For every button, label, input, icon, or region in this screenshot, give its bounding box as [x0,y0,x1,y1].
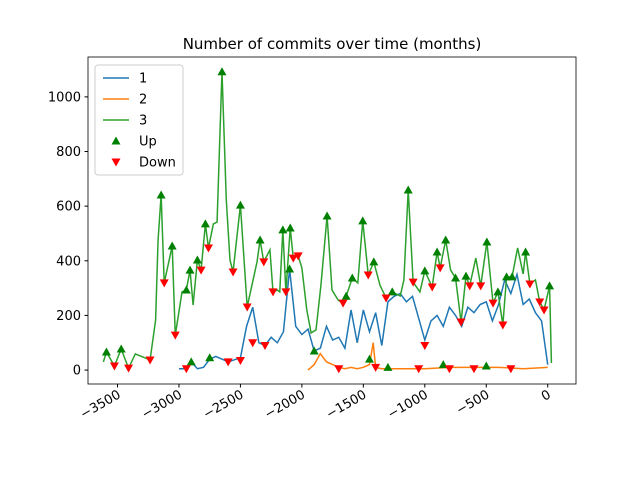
marker [124,364,134,373]
marker [156,190,166,199]
marker [427,283,437,292]
marker [535,298,545,307]
legend-label: 1 [139,72,147,87]
marker [205,353,215,362]
marker [369,257,379,266]
marker [101,347,111,356]
marker [420,266,430,275]
marker [507,272,517,281]
marker [521,247,531,256]
marker [403,185,413,194]
marker [364,354,374,363]
legend-marker [111,136,121,145]
marker [109,362,119,371]
legend-label: Down [139,156,176,171]
marker [285,223,295,232]
marker [435,264,445,273]
marker [432,247,442,256]
chart-title: Number of commits over time (months) [183,35,482,53]
marker [461,271,471,280]
marker [186,357,196,366]
marker [347,273,357,282]
marker [498,321,508,330]
marker [476,282,486,291]
marker [268,288,278,297]
marker [228,268,238,277]
plot-frame [87,56,577,385]
marker [185,265,195,274]
marker [278,225,288,234]
marker [217,67,227,76]
marker [255,235,265,244]
marker [482,237,492,246]
y-tick-label: 1000 [48,90,81,105]
marker [260,341,270,350]
y-tick-label: 400 [56,254,81,269]
marker [145,356,155,365]
marker [371,363,381,372]
y-tick-label: 200 [56,309,81,324]
marker [167,241,177,250]
marker [341,291,351,300]
series-line [307,342,548,371]
marker [465,282,475,291]
marker [223,358,233,367]
legend-label: 3 [139,114,147,129]
legend-box [94,64,184,176]
marker [469,365,479,374]
marker [196,266,206,275]
marker [285,264,295,273]
marker [456,318,466,327]
series-line [178,268,549,370]
marker [383,362,393,371]
marker [200,219,210,228]
marker [242,303,252,312]
marker [444,365,454,374]
marker [441,235,451,244]
marker [408,278,418,287]
y-tick-label: 800 [56,145,81,160]
marker [309,346,319,355]
legend-label: 2 [139,93,147,108]
marker [358,216,368,225]
marker [159,279,169,288]
marker [506,365,516,374]
marker [334,365,344,374]
legend-label: Up [139,135,157,150]
marker [420,341,430,350]
marker [322,211,332,220]
y-tick-label: 600 [56,200,81,215]
marker [525,280,535,289]
legend-marker [111,158,121,167]
marker [363,271,373,280]
marker [481,361,491,370]
marker [387,287,397,296]
marker [288,254,298,263]
marker [235,200,245,209]
marker [414,365,424,374]
marker [545,281,555,290]
marker [203,244,213,253]
marker [338,299,348,308]
marker [181,365,191,374]
marker [539,306,549,315]
marker [181,285,191,294]
marker [235,357,245,366]
marker [493,287,503,296]
marker [293,252,303,261]
marker [248,339,258,348]
marker [259,258,269,267]
marker [116,344,126,353]
marker [488,299,498,308]
marker [192,255,202,264]
marker [281,288,291,297]
marker [170,331,180,340]
marker [381,294,391,303]
marker [451,273,461,282]
y-tick-label: 0 [73,364,81,379]
